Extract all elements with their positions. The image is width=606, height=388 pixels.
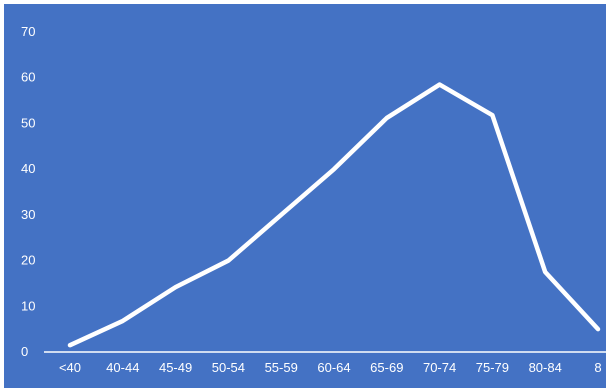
x-tick-label: 50-54 — [212, 360, 245, 375]
x-tick-label: 55-59 — [265, 360, 298, 375]
x-tick-label: 40-44 — [106, 360, 139, 375]
x-tick-label: 8 — [594, 360, 601, 375]
x-tick-label: 75-79 — [476, 360, 509, 375]
x-tick-label: 60-64 — [317, 360, 350, 375]
y-tick-label: 60 — [21, 70, 35, 85]
x-tick-label: 70-74 — [423, 360, 456, 375]
y-tick-label: 30 — [21, 207, 35, 222]
y-tick-label: 20 — [21, 253, 35, 268]
chart-area: 0 10 20 30 40 50 60 70 <40 40-44 45-49 50-54 55-59 60… — [4, 4, 606, 388]
y-tick-label: 70 — [21, 24, 35, 39]
x-tick-label: 80-84 — [529, 360, 562, 375]
line-chart: 0 10 20 30 40 50 60 70 <40 40-44 45-49 50-54 55-59 60… — [21, 24, 606, 375]
series-line — [67, 82, 601, 348]
x-tick-label: 65-69 — [370, 360, 403, 375]
x-tick-label: 45-49 — [159, 360, 192, 375]
y-tick-label: 40 — [21, 161, 35, 176]
y-tick-label: 0 — [21, 344, 28, 359]
x-tick-label: <40 — [59, 360, 81, 375]
y-tick-label: 10 — [21, 298, 35, 313]
y-tick-label: 50 — [21, 115, 35, 130]
